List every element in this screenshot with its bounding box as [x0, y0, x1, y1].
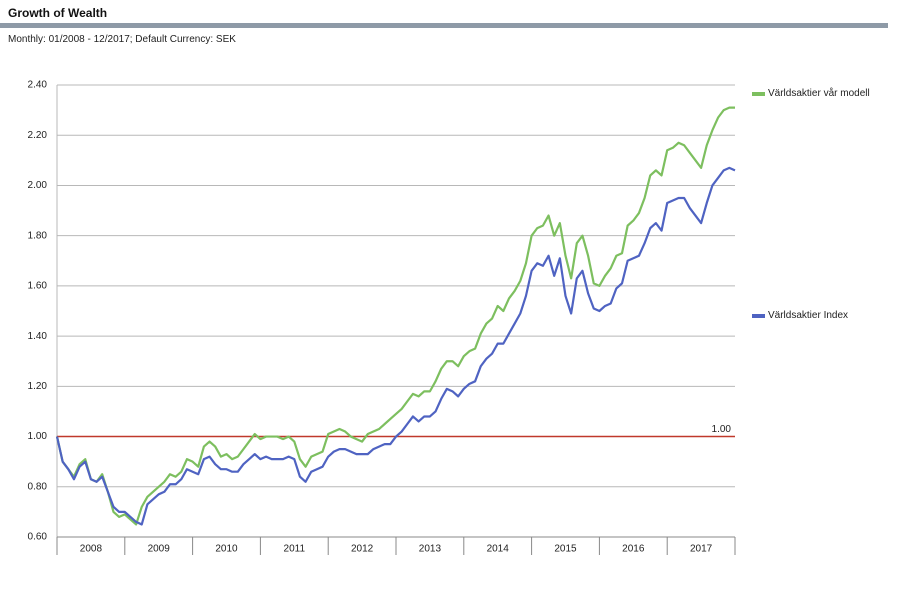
x-tick-label: 2008: [80, 544, 103, 555]
y-tick-label: 1.00: [28, 431, 48, 442]
y-tick-label: 1.80: [28, 230, 48, 241]
legend-label: Världsaktier Index: [768, 310, 849, 321]
x-tick-label: 2017: [690, 544, 713, 555]
title: Growth of Wealth: [8, 6, 108, 20]
x-tick-label: 2015: [554, 544, 577, 555]
reference-label: 1.00: [712, 424, 732, 435]
y-tick-label: 0.80: [28, 481, 48, 492]
x-tick-label: 2013: [419, 544, 442, 555]
series-line: [55, 166, 736, 526]
series-line: [55, 106, 735, 526]
y-tick-label: 1.60: [28, 281, 48, 292]
y-tick-label: 2.00: [28, 180, 48, 191]
x-tick-label: 2016: [622, 544, 645, 555]
y-tick-label: 1.20: [28, 381, 48, 392]
legend-swatch: [752, 92, 765, 96]
x-tick-label: 2012: [351, 544, 374, 555]
y-tick-label: 0.60: [28, 532, 48, 543]
title-rule: [0, 23, 888, 28]
legend-entry: Världsaktier vår modell: [752, 88, 878, 100]
x-tick-label: 2010: [215, 544, 238, 555]
legend-label: Världsaktier vår modell: [768, 88, 870, 99]
legend-swatch: [752, 314, 765, 318]
subtitle: Monthly: 01/2008 - 12/2017; Default Curr…: [8, 34, 236, 45]
x-tick-label: 2011: [284, 544, 306, 555]
y-tick-label: 2.20: [28, 130, 48, 141]
legend-entry: Världsaktier Index: [752, 310, 878, 322]
y-tick-label: 1.40: [28, 331, 48, 342]
y-tick-label: 2.40: [28, 80, 48, 91]
x-tick-label: 2009: [148, 544, 171, 555]
x-tick-label: 2014: [487, 544, 510, 555]
